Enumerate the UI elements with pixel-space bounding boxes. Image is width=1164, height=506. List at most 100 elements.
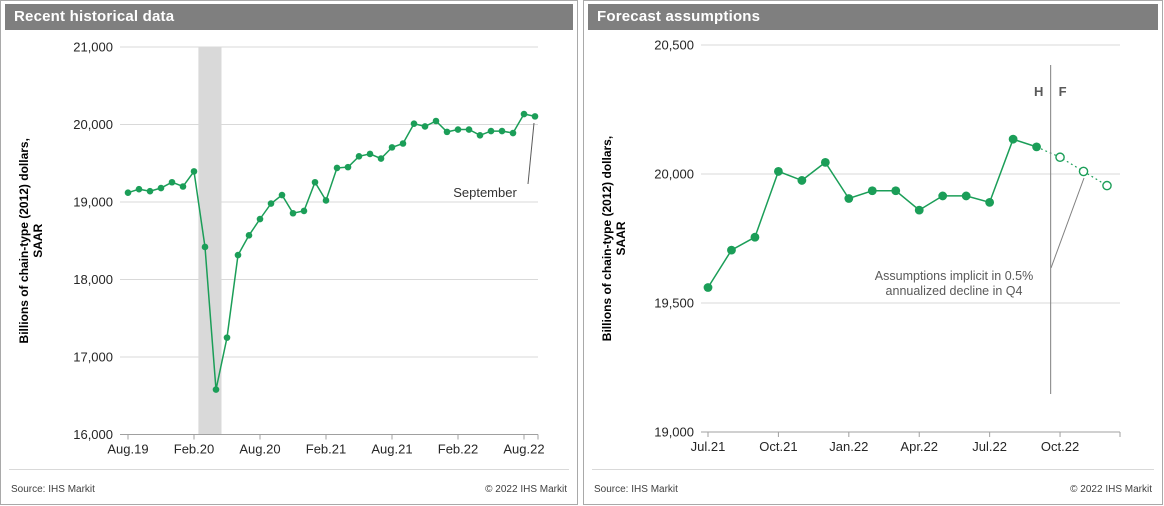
data-point bbox=[245, 232, 253, 239]
y-axis-label: 20,000 bbox=[654, 167, 694, 182]
x-axis-label: Aug.21 bbox=[371, 442, 412, 457]
data-point bbox=[774, 167, 783, 176]
data-point bbox=[278, 191, 286, 199]
x-axis-label: Aug.19 bbox=[107, 442, 148, 457]
data-point bbox=[797, 176, 807, 185]
data-point bbox=[322, 197, 330, 204]
panel-title-bar: Forecast assumptions bbox=[588, 4, 1158, 30]
data-point bbox=[914, 205, 924, 215]
data-point bbox=[432, 117, 440, 125]
x-axis-label: Aug.20 bbox=[239, 442, 280, 457]
data-point bbox=[891, 186, 901, 196]
september-callout-line bbox=[527, 122, 535, 185]
history-label: H bbox=[1034, 84, 1043, 99]
data-point bbox=[509, 129, 517, 137]
data-point bbox=[355, 152, 363, 160]
source-label: Source: IHS Markit bbox=[594, 484, 678, 495]
data-point bbox=[168, 178, 176, 186]
assumption-callout-line bbox=[1050, 177, 1085, 269]
panel-title-bar: Recent historical data bbox=[5, 4, 573, 30]
data-point bbox=[727, 245, 736, 255]
data-point bbox=[124, 189, 132, 196]
copyright-label: © 2022 IHS Markit bbox=[1070, 484, 1152, 495]
x-axis-label: Feb.21 bbox=[306, 442, 346, 457]
september-annotation: September bbox=[453, 185, 517, 200]
assumption-annotation-line1: Assumptions implicit in 0.5% bbox=[875, 269, 1033, 283]
x-axis-label: Feb.22 bbox=[438, 442, 478, 457]
y-axis-title: SAAR bbox=[614, 221, 628, 255]
forecast-label: F bbox=[1059, 84, 1067, 99]
source-label: Source: IHS Markit bbox=[11, 484, 95, 495]
panel-forecast-assumptions: Forecast assumptions 19,000 19,500 20,000 2… bbox=[583, 0, 1163, 505]
data-point bbox=[443, 128, 451, 136]
data-point bbox=[212, 386, 220, 393]
data-point bbox=[190, 168, 198, 175]
x-axis-label: Oct.22 bbox=[1041, 439, 1079, 454]
panel-recent-historical-data: Recent historical data 16,000 17,000 18,00… bbox=[0, 0, 578, 505]
y-axis-title: Billions of chain-type (2012) dollars, bbox=[17, 138, 31, 343]
data-point bbox=[844, 194, 854, 203]
data-point bbox=[454, 126, 462, 133]
data-point bbox=[388, 144, 396, 151]
data-point bbox=[961, 191, 971, 201]
x-axis-label: Jan.22 bbox=[829, 439, 868, 454]
data-point bbox=[520, 110, 528, 118]
y-axis-label: 16,000 bbox=[73, 427, 113, 442]
history-line bbox=[127, 113, 536, 390]
data-point bbox=[498, 127, 506, 135]
y-axis-label: 18,000 bbox=[73, 272, 113, 287]
data-point bbox=[421, 123, 429, 130]
data-point bbox=[289, 209, 297, 217]
data-point bbox=[179, 183, 187, 190]
data-point bbox=[938, 191, 948, 201]
data-point bbox=[377, 155, 385, 162]
y-axis-label: 20,500 bbox=[654, 38, 694, 53]
data-point bbox=[476, 132, 484, 139]
data-point bbox=[135, 185, 143, 193]
forecast-assumptions-chart: 19,000 19,500 20,000 20,500 Jul.21 Oct.21 Jan.… bbox=[600, 38, 1121, 454]
y-axis-label: 19,000 bbox=[654, 425, 694, 440]
y-axis-label: 19,500 bbox=[654, 296, 694, 311]
forecast-point bbox=[1078, 166, 1089, 177]
assumption-annotation-line2: annualized decline in Q4 bbox=[886, 284, 1023, 298]
data-point bbox=[223, 334, 231, 341]
data-point bbox=[344, 163, 352, 171]
forecast-point bbox=[1102, 180, 1112, 191]
history-line bbox=[707, 138, 1037, 288]
data-point bbox=[465, 126, 473, 133]
data-point bbox=[157, 184, 165, 192]
forecast-point bbox=[1055, 152, 1065, 163]
y-axis-label: 20,000 bbox=[73, 117, 113, 132]
x-axis-label: Apr.22 bbox=[900, 439, 938, 454]
y-axis-label: 21,000 bbox=[73, 40, 113, 55]
data-point bbox=[267, 200, 275, 207]
data-point bbox=[750, 232, 760, 242]
x-axis-label: Feb.20 bbox=[174, 442, 214, 457]
data-point bbox=[146, 187, 154, 195]
data-point bbox=[410, 120, 418, 128]
x-axis-label: Jul.21 bbox=[691, 439, 726, 454]
data-point bbox=[531, 113, 539, 120]
copyright-label: © 2022 IHS Markit bbox=[485, 484, 567, 495]
forecast-line bbox=[1036, 146, 1108, 187]
data-point bbox=[256, 215, 264, 223]
y-axis-title: Billions of chain-type (2012) dollars, bbox=[600, 136, 614, 341]
y-axis-title: SAAR bbox=[31, 223, 45, 257]
data-point bbox=[985, 197, 995, 207]
panel-title: Forecast assumptions bbox=[597, 8, 761, 25]
data-point bbox=[867, 186, 877, 196]
data-point bbox=[201, 243, 209, 251]
data-point bbox=[366, 150, 374, 158]
data-point bbox=[1008, 134, 1018, 144]
historical-data-chart: 16,000 17,000 18,000 19,000 20,000 21,000 Aug.… bbox=[17, 40, 545, 457]
data-point bbox=[1032, 142, 1041, 152]
data-point bbox=[703, 283, 713, 292]
data-point bbox=[487, 127, 495, 135]
data-point bbox=[311, 178, 319, 186]
footer-divider bbox=[9, 469, 569, 470]
data-point bbox=[234, 251, 242, 259]
footer-divider bbox=[592, 469, 1154, 470]
y-axis-label: 17,000 bbox=[73, 350, 113, 365]
data-point bbox=[820, 157, 830, 167]
x-axis-label: Oct.21 bbox=[759, 439, 797, 454]
